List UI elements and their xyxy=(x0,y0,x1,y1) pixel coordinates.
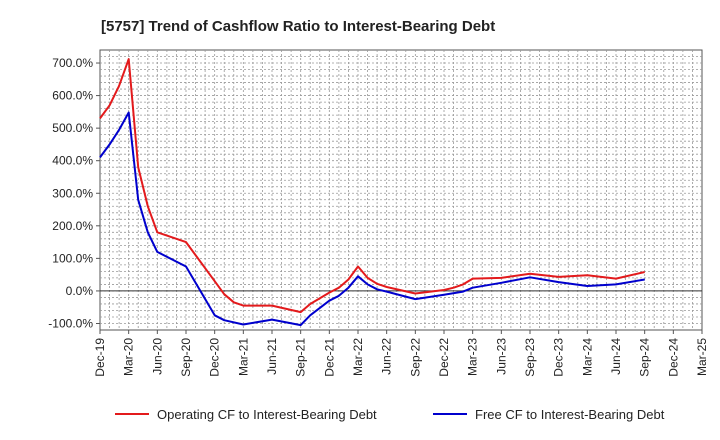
series-line-operating-cf xyxy=(99,58,645,314)
x-tick-label: Dec-19 xyxy=(93,338,107,377)
x-tick-label: Jun-22 xyxy=(380,338,394,375)
x-tick-label: Sep-21 xyxy=(294,338,308,377)
x-tick-label: Jun-24 xyxy=(609,338,623,375)
legend: Operating CF to Interest-Bearing Debt Fr… xyxy=(115,407,665,422)
y-tick-label: 100.0% xyxy=(52,251,93,265)
x-tick-label: Dec-24 xyxy=(666,338,680,377)
y-tick-label: 300.0% xyxy=(52,186,93,200)
legend-label-free-cf: Free CF to Interest-Bearing Debt xyxy=(475,407,665,422)
legend-label-operating-cf: Operating CF to Interest-Bearing Debt xyxy=(157,407,377,422)
x-axis: Dec-19 Mar-20 Jun-20 Sep-20 Dec-20 Mar-21 Jun-… xyxy=(93,330,709,377)
y-tick-label: 0.0% xyxy=(66,284,94,298)
x-tick-label: Mar-23 xyxy=(466,338,480,376)
x-tick-label: Dec-23 xyxy=(552,338,566,377)
plot-area xyxy=(99,49,703,331)
y-tick-label: 500.0% xyxy=(52,121,93,135)
x-tick-label: Mar-25 xyxy=(695,338,709,376)
x-tick-label: Dec-20 xyxy=(208,338,222,377)
x-tick-label: Jun-23 xyxy=(494,338,508,375)
x-tick-label: Sep-22 xyxy=(408,338,422,377)
x-tick-label: Sep-20 xyxy=(179,338,193,377)
x-tick-label: Dec-21 xyxy=(322,338,336,377)
x-tick-label: Jun-20 xyxy=(150,338,164,375)
series-line-free-cf xyxy=(99,111,645,327)
x-tick-label: Jun-21 xyxy=(265,338,279,375)
x-tick-label: Sep-23 xyxy=(523,338,537,377)
x-tick-label: Mar-22 xyxy=(351,338,365,376)
x-tick-label: Dec-22 xyxy=(437,338,451,377)
y-tick-label: 700.0% xyxy=(52,56,93,70)
x-tick-label: Mar-20 xyxy=(122,338,136,376)
series-lines xyxy=(99,58,645,327)
y-tick-label: 600.0% xyxy=(52,89,93,103)
x-tick-label: Mar-24 xyxy=(580,338,594,376)
y-tick-label: 400.0% xyxy=(52,154,93,168)
y-tick-label: 200.0% xyxy=(52,219,93,233)
x-tick-label: Sep-24 xyxy=(638,338,652,377)
y-axis: -100.0% 0.0% 100.0% 200.0% 300.0% 400.0% 500.0… xyxy=(48,56,100,330)
chart-title: [5757] Trend of Cashflow Ratio to Intere… xyxy=(101,18,495,35)
y-tick-label: -100.0% xyxy=(48,316,93,330)
x-tick-label: Mar-21 xyxy=(236,338,250,376)
